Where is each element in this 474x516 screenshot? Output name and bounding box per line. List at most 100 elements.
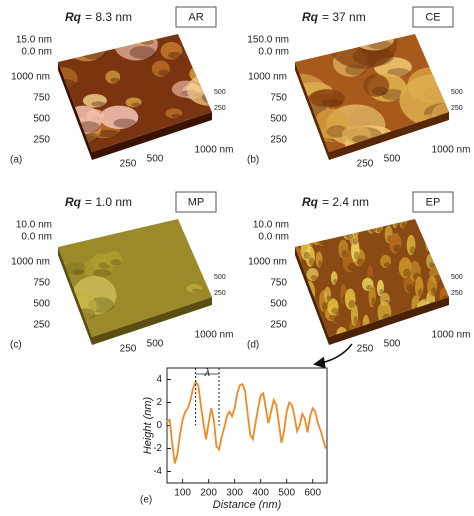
- bottom-axis-label: 500: [147, 154, 164, 165]
- plot-frame: [166, 367, 328, 484]
- surface-feature: [334, 219, 345, 231]
- surface-feature: [368, 284, 376, 308]
- surface-feature: [441, 241, 448, 263]
- side-axis-label: 250: [451, 290, 463, 297]
- surface-feature: [324, 286, 332, 303]
- surface-feature: [104, 250, 122, 267]
- tag-box: [175, 6, 217, 28]
- y-tick-label: 4: [156, 374, 162, 385]
- afm-panel: Rq = 2.4 nm EP 10.0 nm0.0 nm 1000 nm 750 500 25…: [247, 191, 471, 355]
- surface-feature: [435, 308, 449, 324]
- surface-shadow: [427, 241, 431, 251]
- bottom-axis-label: 1000 nm: [432, 330, 471, 341]
- tag-box: [175, 191, 217, 213]
- bottom-axis-label: 1000 nm: [432, 145, 471, 156]
- tag: CE: [425, 11, 440, 23]
- surface-shadow: [442, 221, 447, 230]
- surface-feature: [393, 323, 400, 337]
- surface-feature: [443, 219, 449, 230]
- surface-feature: [389, 233, 402, 254]
- bottom-axis-label: 250: [120, 344, 137, 355]
- surface-feature: [296, 34, 348, 49]
- surface-feature: [105, 70, 121, 84]
- rq-label: Rq = 2.4 nm: [302, 195, 369, 209]
- surface-side: [92, 112, 212, 160]
- surface-shadow: [168, 51, 182, 59]
- surface-shadow: [338, 221, 344, 230]
- side-axis-label: 500: [214, 89, 226, 96]
- left-axis-label: 1000 nm: [11, 257, 50, 268]
- surface-shadow: [383, 262, 391, 268]
- surface-feature: [165, 108, 183, 119]
- y-tick-label: 0: [156, 420, 162, 431]
- z-zero-label: 0.0 nm: [258, 47, 289, 58]
- bottom-axis-label: 1000 nm: [195, 145, 234, 156]
- surface-shadow: [299, 280, 306, 289]
- rq-value: = 1.0 nm: [85, 195, 132, 209]
- y-tick-label: -4: [153, 466, 162, 477]
- panel-label: (e): [140, 495, 152, 506]
- surface-shadow: [437, 231, 443, 237]
- x-tick-label: 200: [200, 488, 217, 499]
- bottom-axis-label: 250: [120, 159, 137, 170]
- surface-feature: [350, 304, 359, 326]
- side-axis-label: 250: [214, 290, 226, 297]
- surface-shadow: [333, 278, 338, 285]
- surface-feature: [344, 288, 356, 310]
- surface-feature: [309, 89, 345, 108]
- surface-feature: [295, 226, 304, 245]
- x-axis-label: Distance (nm): [213, 499, 282, 511]
- surface-feature: [315, 251, 323, 268]
- afm-panel: Rq = 8.3 nm AR 15.0 nm0.0 nm 1000 nm 750 500 25…: [10, 6, 234, 170]
- rq-label: Rq = 37 nm: [302, 10, 366, 24]
- left-axis-label: 500: [33, 299, 50, 310]
- tag: EP: [426, 196, 441, 208]
- surface-feature: [82, 93, 107, 108]
- surface-feature: [295, 34, 325, 53]
- surface-feature: [315, 223, 327, 240]
- surface-feature: [327, 298, 339, 316]
- y-tick-label: 2: [156, 397, 162, 408]
- surface-shadow: [113, 118, 137, 128]
- surface-feature: [330, 271, 338, 285]
- surface-shadow: [310, 275, 318, 281]
- surface-shadow: [79, 43, 108, 60]
- surface-shadow: [369, 224, 376, 233]
- side-axis-label: 250: [451, 105, 463, 112]
- z-top-label: 10.0 nm: [16, 220, 52, 231]
- surface-shadow: [191, 288, 201, 293]
- surface-shadow: [406, 284, 414, 292]
- surface-shadow: [417, 288, 423, 298]
- rq-symbol: Rq: [302, 10, 319, 24]
- surface-side: [329, 112, 449, 160]
- surface-shadow: [326, 295, 331, 302]
- surface-shadow: [158, 69, 169, 76]
- surface-shadow: [430, 287, 437, 297]
- y-axis-label: Height (nm): [142, 396, 154, 454]
- panel-label: (a): [10, 155, 22, 166]
- surface-feature: [440, 219, 448, 231]
- surface-feature: [338, 239, 349, 259]
- surface: [58, 219, 212, 337]
- bottom-axis-label: 500: [384, 154, 401, 165]
- surface-shadow: [197, 317, 212, 323]
- surface-shadow: [69, 41, 86, 51]
- surface-shadow: [318, 260, 323, 267]
- left-axis-label: 1000 nm: [248, 72, 287, 83]
- surface-shadow: [365, 284, 373, 291]
- left-axis-label: 250: [33, 320, 50, 331]
- surface-shadow: [371, 297, 376, 307]
- surface-side: [295, 247, 329, 345]
- surface-feature: [151, 60, 170, 77]
- side-axis-label: 500: [451, 274, 463, 281]
- afm-panel: Rq = 1.0 nm MP 10.0 nm0.0 nm 1000 nm 750 500 25…: [10, 191, 233, 355]
- left-axis-label: 1000 nm: [11, 72, 50, 83]
- surface-shadow: [347, 262, 356, 272]
- rq-label: Rq = 8.3 nm: [65, 10, 132, 24]
- surface-shadow: [297, 236, 304, 244]
- rq-value: = 2.4 nm: [322, 195, 369, 209]
- surface-shadow: [443, 252, 448, 262]
- rq-value: = 37 nm: [322, 10, 366, 24]
- left-axis-label: 750: [270, 278, 287, 289]
